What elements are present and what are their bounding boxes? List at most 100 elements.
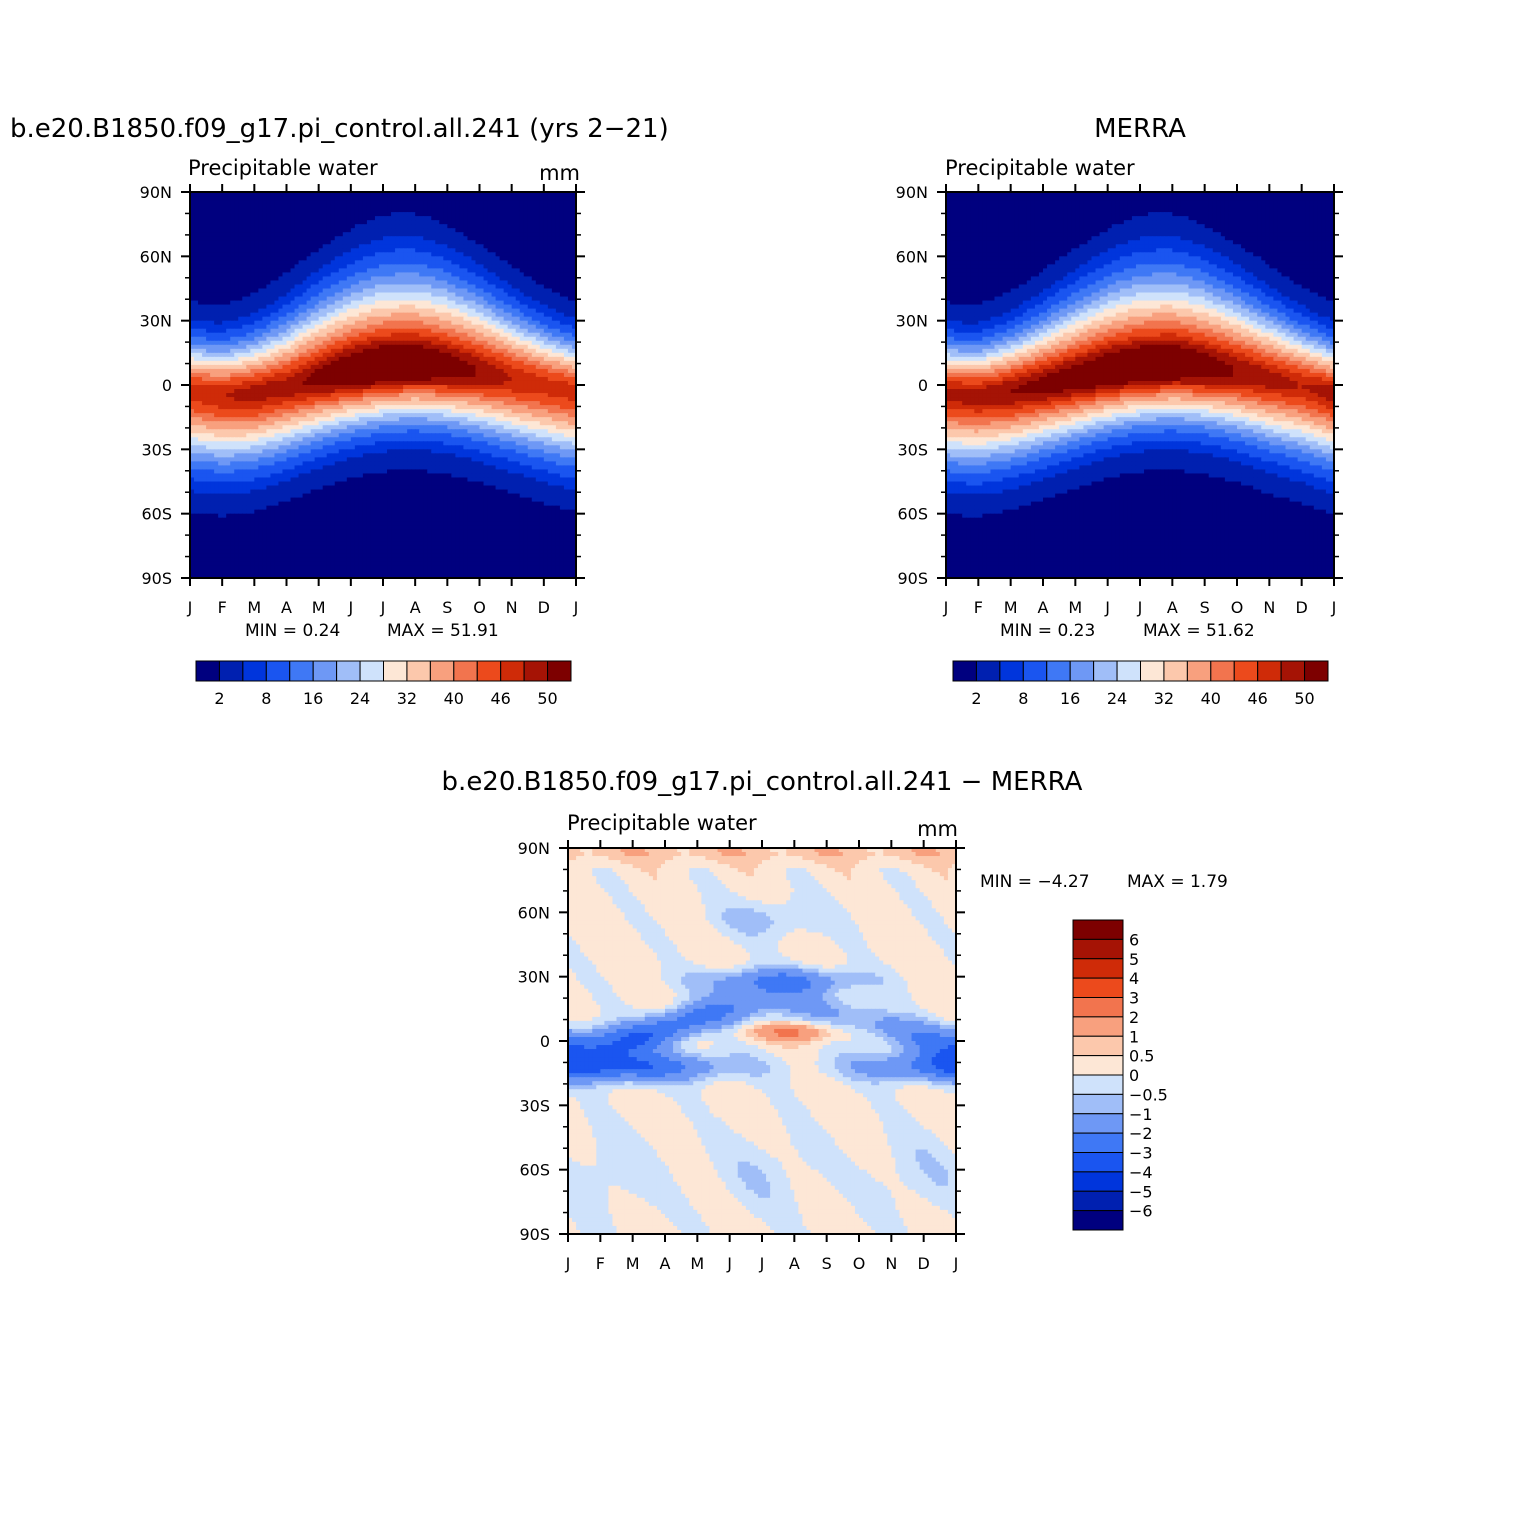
model-cell bbox=[350, 376, 356, 382]
model-cell bbox=[551, 248, 557, 253]
model-cell bbox=[290, 393, 296, 398]
model-cell bbox=[374, 372, 380, 378]
model-cell bbox=[326, 312, 332, 318]
model-cell bbox=[222, 336, 227, 342]
model-cell bbox=[435, 308, 440, 314]
model-cell bbox=[499, 204, 505, 209]
model-cell bbox=[270, 204, 276, 209]
model-cell bbox=[294, 292, 300, 298]
model-cell bbox=[415, 385, 420, 390]
model-cell bbox=[326, 260, 332, 265]
model-cell bbox=[214, 276, 219, 282]
model-cell bbox=[395, 397, 400, 402]
model-cell bbox=[346, 308, 352, 314]
model-cell bbox=[547, 244, 553, 249]
model-cell bbox=[202, 332, 207, 338]
model-cell bbox=[563, 244, 569, 249]
model-cell bbox=[451, 276, 456, 282]
model-cell bbox=[519, 192, 525, 197]
model-cell bbox=[362, 268, 368, 274]
model-cell bbox=[415, 360, 420, 366]
model-cell bbox=[194, 393, 199, 398]
model-cell bbox=[459, 260, 465, 265]
model-cell bbox=[190, 208, 195, 213]
model-cell bbox=[190, 200, 195, 205]
model-cell bbox=[226, 196, 231, 201]
model-cell bbox=[411, 248, 416, 253]
model-cell bbox=[358, 300, 364, 306]
model-cell bbox=[571, 332, 577, 338]
model-cell bbox=[487, 288, 493, 294]
model-cell bbox=[234, 240, 239, 245]
model-cell bbox=[563, 272, 569, 278]
model-cell bbox=[527, 244, 533, 249]
model-cell bbox=[210, 276, 215, 282]
model-cell bbox=[555, 320, 561, 326]
model-cell bbox=[210, 360, 215, 366]
model-cell bbox=[571, 200, 577, 205]
model-cell bbox=[282, 260, 288, 265]
model-cell bbox=[395, 288, 400, 294]
model-cell bbox=[399, 248, 404, 253]
model-cell bbox=[483, 208, 489, 213]
model-cell bbox=[555, 260, 561, 265]
model-cell bbox=[310, 320, 316, 326]
model-cell bbox=[206, 320, 211, 326]
model-cell bbox=[543, 328, 549, 334]
model-cell bbox=[475, 260, 481, 265]
model-cell bbox=[415, 324, 420, 330]
model-cell bbox=[266, 220, 272, 225]
model-cell bbox=[306, 288, 312, 294]
model-cell bbox=[218, 240, 223, 245]
model-cell bbox=[499, 344, 505, 350]
model-cell bbox=[342, 344, 348, 350]
model-cell bbox=[459, 212, 465, 217]
model-cell bbox=[547, 212, 553, 217]
model-cell bbox=[459, 304, 465, 310]
model-cell bbox=[254, 268, 259, 274]
model-cell bbox=[563, 320, 569, 326]
model-cell bbox=[439, 296, 444, 302]
model-cell bbox=[322, 204, 328, 209]
model-cell bbox=[250, 300, 255, 306]
model-cell bbox=[479, 328, 485, 334]
model-cell bbox=[527, 216, 533, 221]
model-cell bbox=[194, 401, 199, 406]
model-cell bbox=[427, 244, 432, 249]
model-cell bbox=[539, 296, 545, 302]
model-cell bbox=[435, 236, 440, 241]
model-cell bbox=[423, 196, 428, 201]
model-cell bbox=[495, 340, 501, 346]
model-cell bbox=[282, 204, 288, 209]
model-cell bbox=[535, 348, 541, 354]
model-cell bbox=[238, 212, 243, 217]
model-cell bbox=[286, 348, 292, 354]
model-cell bbox=[395, 393, 400, 398]
model-cell bbox=[338, 328, 344, 334]
model-cell bbox=[258, 380, 263, 386]
model-cell bbox=[194, 228, 199, 233]
model-cell bbox=[475, 236, 481, 241]
model-cell bbox=[350, 360, 356, 366]
model-cell bbox=[362, 348, 368, 354]
model-cell bbox=[547, 340, 553, 346]
model-cell bbox=[471, 236, 477, 241]
model-cell bbox=[262, 292, 267, 298]
model-cell bbox=[483, 308, 489, 314]
model-cell bbox=[322, 360, 328, 366]
model-cell bbox=[278, 348, 284, 354]
model-cell bbox=[250, 393, 255, 398]
model-title: b.e20.B1850.f09_g17.pi_control.all.241 (… bbox=[10, 114, 669, 144]
model-cell bbox=[515, 212, 521, 217]
model-cell bbox=[314, 216, 320, 221]
model-cell bbox=[362, 397, 368, 402]
model-cell bbox=[338, 224, 344, 229]
model-cell bbox=[342, 272, 348, 278]
model-cell bbox=[539, 288, 545, 294]
model-cell bbox=[230, 316, 235, 322]
model-cell bbox=[314, 312, 320, 318]
model-cell bbox=[439, 256, 444, 261]
model-cell bbox=[358, 260, 364, 265]
model-cell bbox=[198, 240, 203, 245]
model-cell bbox=[194, 272, 199, 278]
